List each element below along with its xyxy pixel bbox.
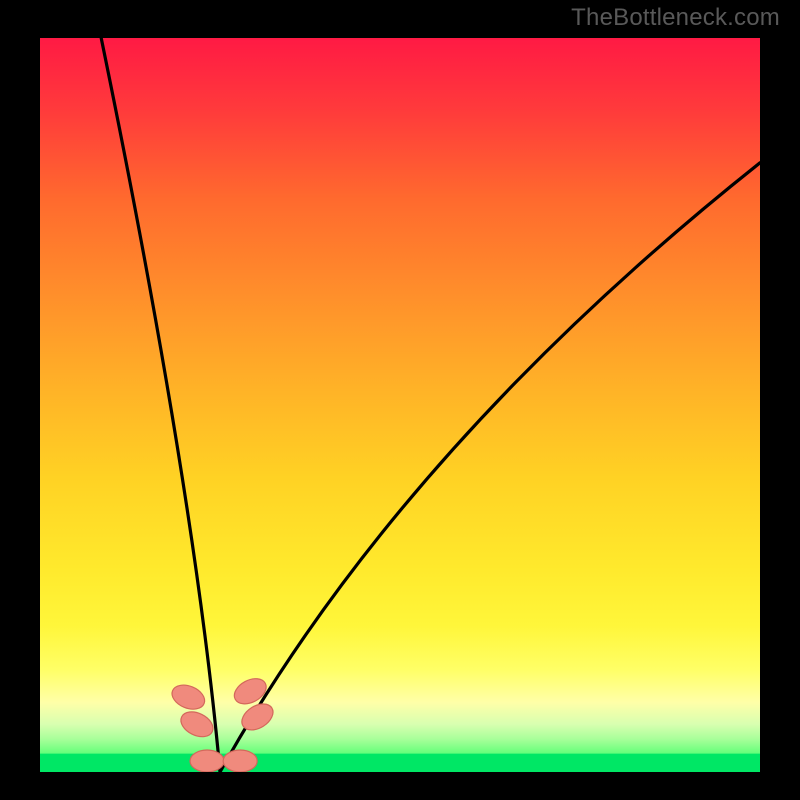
image-root: TheBottleneck.com bbox=[0, 0, 800, 800]
bottom-green-band bbox=[40, 754, 760, 772]
bottleneck-chart bbox=[0, 0, 800, 800]
plot-area bbox=[40, 38, 760, 772]
marker-bottom-right bbox=[223, 750, 257, 772]
marker-bottom-left bbox=[190, 750, 224, 772]
heat-background bbox=[40, 38, 760, 772]
